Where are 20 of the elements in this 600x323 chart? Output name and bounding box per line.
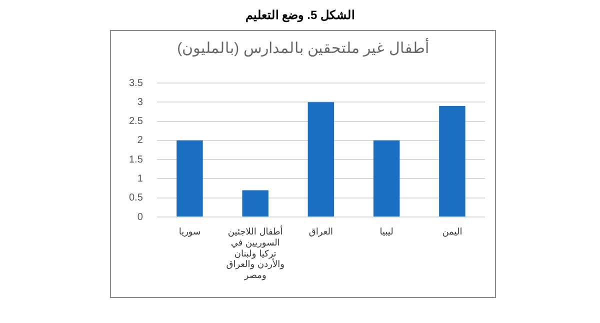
y-tick-label: 2 — [137, 135, 144, 146]
bar — [242, 190, 268, 216]
bar — [176, 140, 203, 216]
chart-title: الشكل 5. وضع التعليم — [244, 8, 356, 22]
chart-subtitle: أطفال غير ملتحقين بالمدارس (بالمليون) — [176, 39, 430, 57]
bar — [439, 106, 466, 216]
x-tick-label: سوريا — [178, 228, 201, 238]
x-tick-label: أطفال اللاجئين السوريين في تركيا ولبنان والأردن والعراق ومصر — [226, 226, 284, 281]
x-tick-label: اليمن — [442, 228, 462, 238]
bar — [308, 102, 334, 216]
y-tick-label: 3 — [137, 96, 144, 108]
x-tick-label: ليبيا — [380, 228, 394, 238]
x-tick-label: العراق — [308, 228, 333, 238]
y-tick-label: 3.5 — [128, 78, 144, 89]
y-tick-label: 2.5 — [128, 116, 144, 128]
y-tick-label: 0.5 — [128, 192, 144, 204]
bar — [373, 140, 400, 216]
y-tick-label: 0 — [137, 212, 144, 223]
y-tick-label: 1 — [137, 173, 144, 184]
y-tick-label: 1.5 — [128, 154, 144, 166]
